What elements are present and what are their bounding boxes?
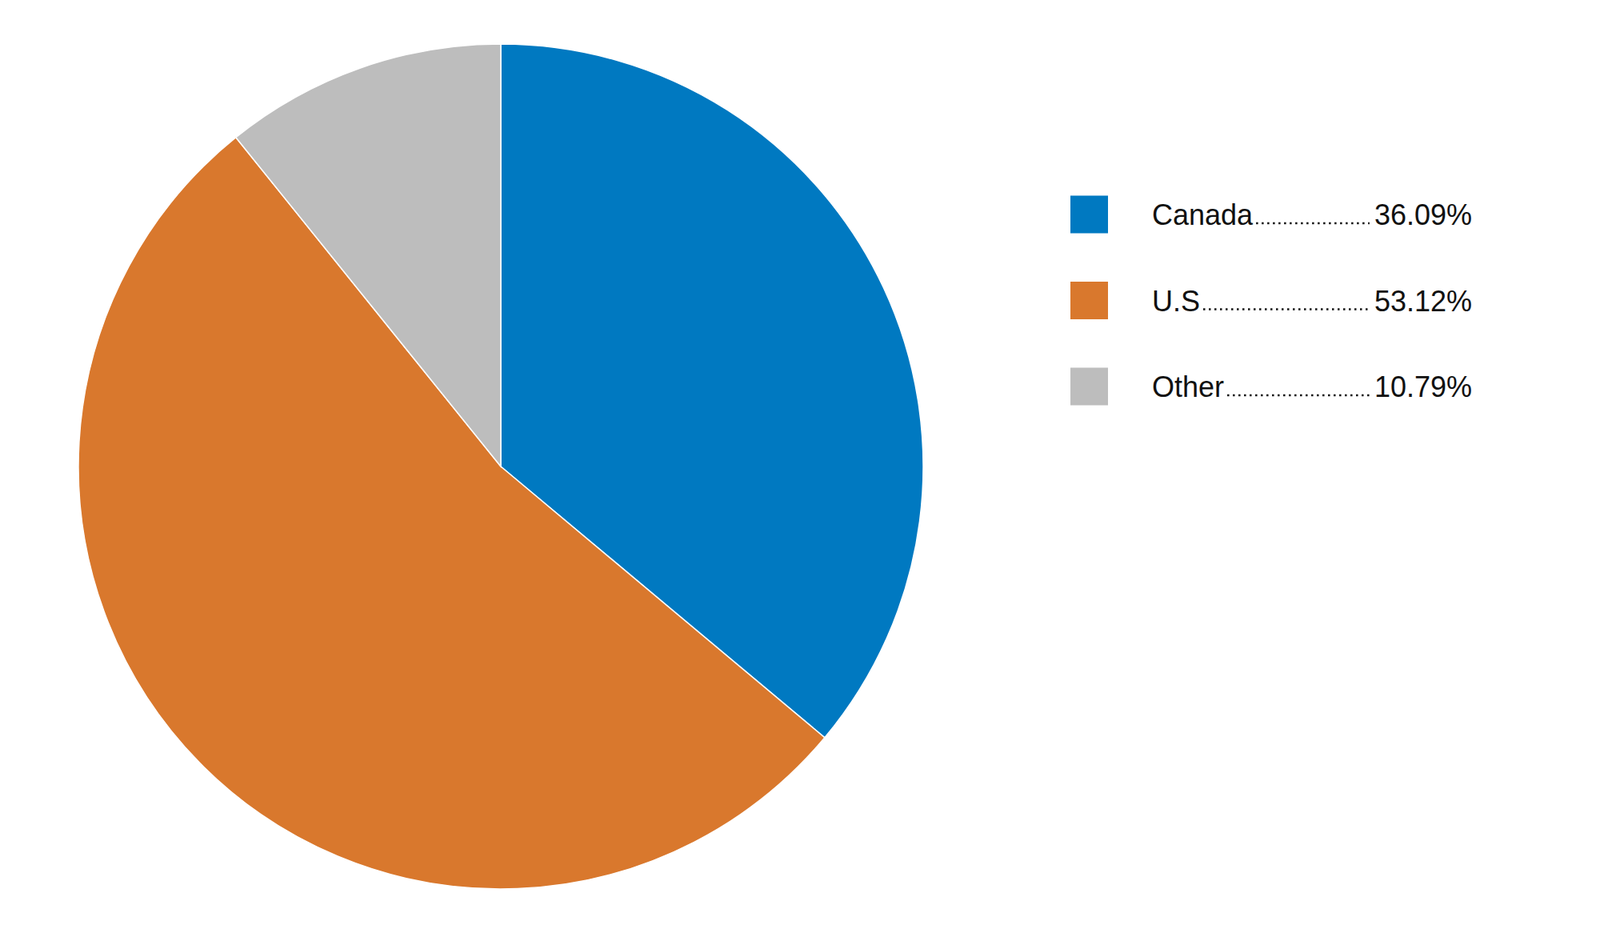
legend: Canada 36.09% U.S 53.12% Other 10.79%	[1070, 196, 1472, 406]
pie	[78, 44, 924, 889]
legend-swatch	[1070, 196, 1108, 234]
legend-label: U.S	[1152, 284, 1200, 318]
legend-leader	[1256, 222, 1370, 225]
legend-value: 53.12%	[1374, 284, 1472, 318]
legend-leader	[1227, 394, 1370, 397]
legend-value: 36.09%	[1374, 198, 1472, 232]
chart: Canada 36.09% U.S 53.12% Other 10.79%	[0, 0, 1600, 933]
legend-label: Other	[1152, 370, 1224, 404]
legend-leader	[1203, 308, 1370, 311]
legend-swatch	[1070, 281, 1108, 320]
legend-swatch	[1070, 368, 1108, 406]
legend-value: 10.79%	[1374, 370, 1472, 404]
pie-slice	[236, 44, 501, 467]
legend-label: Canada	[1152, 198, 1254, 232]
